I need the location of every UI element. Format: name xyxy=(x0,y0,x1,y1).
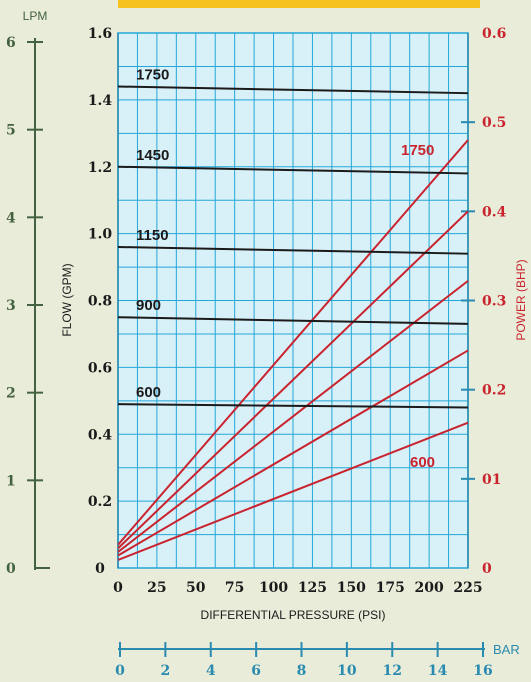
flow-axis-title: FLOW (GPM) xyxy=(60,263,74,336)
pressure-tick-labels: 0 25 50 75 100 125 150 175 200 225 xyxy=(113,580,482,596)
lpm-tick-label: 0 xyxy=(6,561,16,577)
power-series-line xyxy=(117,139,469,546)
power-tick-label: 0.3 xyxy=(482,294,506,310)
pressure-tick-label: 75 xyxy=(225,580,244,596)
bar-tick-label: 16 xyxy=(473,663,492,679)
pressure-tick-label: 100 xyxy=(259,580,288,596)
pressure-tick-label: 50 xyxy=(186,580,206,596)
bar-tick-label: 0 xyxy=(115,663,125,679)
lpm-tick-label: 4 xyxy=(6,210,16,226)
pressure-tick-label: 0 xyxy=(113,580,123,596)
power-series-line xyxy=(117,210,469,550)
flow-series-label: 600 xyxy=(136,384,161,401)
bar-tick-label: 10 xyxy=(337,663,357,679)
flow-tick-label: 0.8 xyxy=(88,294,112,310)
lpm-tick-label: 3 xyxy=(6,298,16,314)
bar-axis-label: BAR xyxy=(493,642,520,657)
flow-series-label: 1450 xyxy=(136,147,169,164)
power-tick-label: 0.5 xyxy=(482,115,506,131)
power-tick-labels: 0 01 0.2 0.3 0.4 0.5 0.6 xyxy=(461,26,507,577)
power-tick-label: 0.2 xyxy=(482,383,506,399)
power-series-line xyxy=(117,421,469,561)
bar-tick-label: 6 xyxy=(251,663,261,679)
bar-tick-label: 12 xyxy=(383,663,402,679)
grid-lines xyxy=(117,32,469,569)
top-accent-bar xyxy=(118,0,480,8)
flow-series-line xyxy=(117,316,469,325)
flow-series-line xyxy=(117,403,469,409)
pressure-tick-label: 200 xyxy=(414,580,443,596)
flow-series-label: 1750 xyxy=(136,67,169,84)
power-series-line xyxy=(117,349,469,557)
flow-tick-label: 0 xyxy=(95,561,105,577)
power-series-label: 1750 xyxy=(401,142,434,159)
lpm-tick-label: 2 xyxy=(6,386,16,402)
bar-tick-label: 8 xyxy=(297,663,307,679)
bar-tick-labels: 0 2 4 6 8 10 12 14 16 xyxy=(115,642,493,679)
bar-tick-label: 2 xyxy=(161,663,171,679)
pressure-tick-label: 125 xyxy=(298,580,327,596)
lpm-tick-labels: 0 1 2 3 4 5 6 xyxy=(6,35,50,577)
power-tick-label: 0.4 xyxy=(482,204,507,220)
pressure-tick-label: 225 xyxy=(453,580,482,596)
flow-tick-label: 1.4 xyxy=(88,93,113,109)
flow-series-line xyxy=(117,246,469,255)
bar-tick-label: 4 xyxy=(206,663,216,679)
flow-tick-label: 1.0 xyxy=(88,227,113,243)
bar-tick-label: 14 xyxy=(428,663,448,679)
lpm-tick-label: 5 xyxy=(6,123,16,139)
flow-tick-label: 1.2 xyxy=(88,160,112,176)
power-tick-label: 01 xyxy=(482,472,501,488)
power-tick-label: 0 xyxy=(482,561,492,577)
flow-series-label: 900 xyxy=(136,297,161,314)
flow-tick-label: 1.6 xyxy=(88,26,112,42)
flow-tick-label: 0.6 xyxy=(88,360,112,376)
lpm-axis-label: LPM xyxy=(23,9,48,23)
flow-series-line xyxy=(117,165,469,175)
series-labels: 1750 1450 1150 900 600 1750 600 xyxy=(136,67,435,472)
pressure-tick-label: 150 xyxy=(337,580,366,596)
x-axis-title: DIFFERENTIAL PRESSURE (PSI) xyxy=(201,608,386,622)
flow-tick-label: 0.2 xyxy=(88,494,112,510)
pressure-tick-label: 175 xyxy=(376,580,405,596)
pressure-tick-label: 25 xyxy=(147,580,166,596)
lpm-tick-label: 6 xyxy=(6,35,16,51)
power-axis-title: POWER (BHP) xyxy=(514,259,528,340)
power-series-line xyxy=(117,280,469,553)
power-tick-label: 0.6 xyxy=(482,26,506,42)
power-series-label: 600 xyxy=(410,454,435,471)
flow-series-label: 1150 xyxy=(136,227,169,244)
flow-tick-label: 0.4 xyxy=(88,427,113,443)
flow-tick-labels: 0 0.2 0.4 0.6 0.8 1.0 1.2 1.4 1.6 xyxy=(88,26,113,577)
series-lines xyxy=(117,85,469,561)
lpm-tick-label: 1 xyxy=(6,473,16,489)
flow-series-line xyxy=(117,85,469,95)
